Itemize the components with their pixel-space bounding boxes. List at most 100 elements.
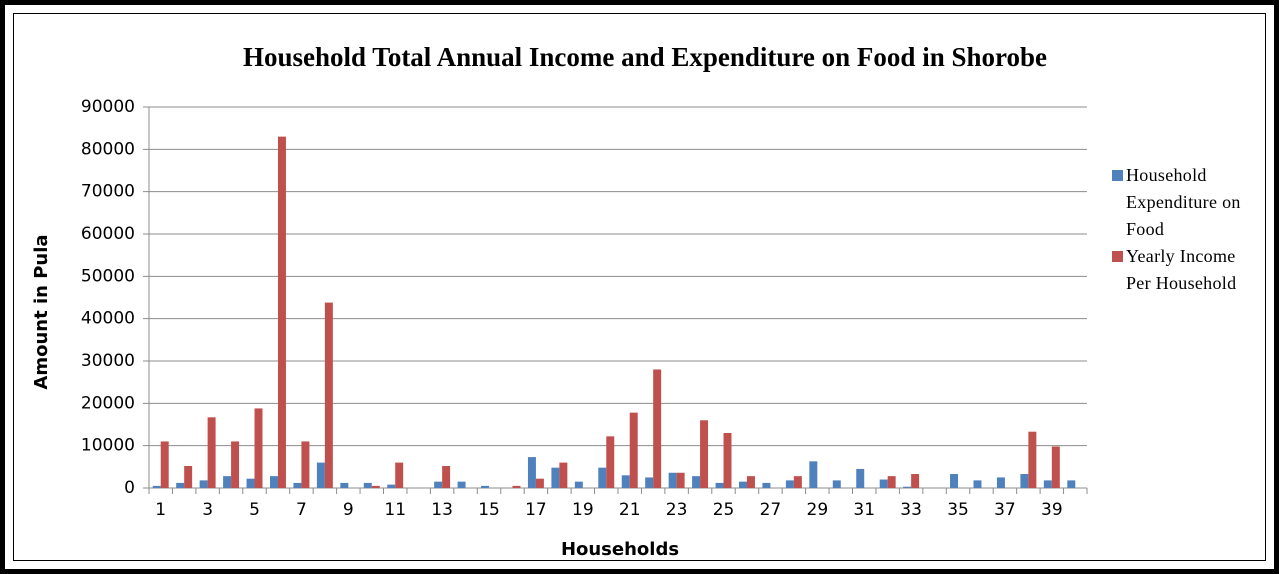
bar xyxy=(340,482,349,488)
x-tick-label: 11 xyxy=(384,500,406,520)
bar xyxy=(996,477,1005,488)
y-axis-title: Amount in Pula xyxy=(31,234,52,389)
bar xyxy=(629,412,638,488)
bar xyxy=(176,482,185,488)
legend-label: Yearly Income Per Household xyxy=(1126,246,1237,293)
x-tick-label: 19 xyxy=(572,500,594,520)
bar xyxy=(231,441,240,488)
chart-frame xyxy=(13,13,1266,561)
x-tick-label: 7 xyxy=(296,500,307,520)
bar xyxy=(1051,446,1060,488)
bar xyxy=(911,474,920,488)
bar xyxy=(254,408,263,488)
bar xyxy=(606,436,615,488)
y-tick-label: 80000 xyxy=(81,139,135,159)
x-tick-label: 3 xyxy=(202,500,213,520)
bar xyxy=(746,476,755,488)
bar xyxy=(363,482,372,488)
x-tick-label: 21 xyxy=(619,500,641,520)
y-tick-label: 90000 xyxy=(81,97,135,117)
bar xyxy=(950,474,959,488)
y-tick-label: 70000 xyxy=(81,182,135,202)
bar xyxy=(324,302,333,488)
bar xyxy=(371,485,380,488)
x-tick-label: 15 xyxy=(478,500,500,520)
bar xyxy=(832,480,841,488)
x-tick-label: 39 xyxy=(1041,500,1063,520)
bar xyxy=(856,468,865,488)
bar xyxy=(1028,431,1037,488)
legend-item: Yearly Income Per Household xyxy=(1126,246,1237,293)
bar xyxy=(535,478,544,488)
bar xyxy=(184,465,193,488)
bar xyxy=(223,476,232,488)
bar xyxy=(152,485,161,488)
x-axis-title: Households xyxy=(561,539,679,560)
legend-label: Household Expenditure on Food xyxy=(1126,165,1241,239)
bar xyxy=(270,476,278,488)
bar xyxy=(676,472,685,488)
bar xyxy=(301,441,310,488)
bar xyxy=(598,467,607,488)
bar xyxy=(246,478,255,488)
bar xyxy=(574,481,583,488)
y-tick-label: 20000 xyxy=(81,393,135,413)
bar xyxy=(739,481,747,488)
bar xyxy=(785,480,794,488)
y-tick-label: 10000 xyxy=(81,436,135,456)
bar xyxy=(551,467,560,488)
bar xyxy=(293,482,302,488)
x-tick-label: 25 xyxy=(713,500,735,520)
bar xyxy=(645,477,654,488)
bar xyxy=(653,369,662,488)
bar xyxy=(277,136,286,488)
bar xyxy=(700,420,709,488)
bar xyxy=(527,457,536,488)
bar xyxy=(559,462,568,488)
x-tick-label: 17 xyxy=(525,500,547,520)
y-tick-label: 40000 xyxy=(81,309,135,329)
x-tick-label: 23 xyxy=(666,500,688,520)
x-tick-label: 27 xyxy=(760,500,782,520)
bar xyxy=(316,462,325,488)
legend-item: Household Expenditure on Food xyxy=(1126,165,1241,239)
bar xyxy=(199,480,208,488)
bar xyxy=(879,479,888,488)
y-tick-label: 30000 xyxy=(81,351,135,371)
x-tick-label: 33 xyxy=(900,500,922,520)
x-tick-label: 37 xyxy=(994,500,1016,520)
x-tick-label: 9 xyxy=(343,500,354,520)
bar xyxy=(1067,480,1076,488)
y-tick-label: 50000 xyxy=(81,266,135,286)
x-tick-label: 35 xyxy=(947,500,969,520)
bar xyxy=(973,480,982,488)
bar xyxy=(887,476,896,488)
bar xyxy=(160,441,169,488)
bar xyxy=(793,476,802,488)
y-tick-label: 0 xyxy=(124,478,135,498)
y-tick-label: 60000 xyxy=(81,224,135,244)
bar xyxy=(692,476,701,488)
bar xyxy=(481,485,490,488)
bar xyxy=(387,484,396,488)
x-tick-label: 5 xyxy=(249,500,260,520)
bar xyxy=(668,472,677,488)
x-tick-label: 31 xyxy=(853,500,875,520)
bar xyxy=(903,486,912,488)
bar xyxy=(442,465,451,488)
bar xyxy=(809,461,818,488)
x-tick-label: 1 xyxy=(155,500,166,520)
bar xyxy=(207,417,216,488)
bar xyxy=(457,481,466,488)
bar xyxy=(395,462,404,488)
bar xyxy=(723,432,732,488)
bar xyxy=(512,485,521,488)
x-tick-label: 13 xyxy=(431,500,453,520)
bar xyxy=(762,482,771,488)
bar xyxy=(715,482,724,488)
bar xyxy=(1043,480,1052,488)
bar xyxy=(621,475,630,488)
x-tick-label: 29 xyxy=(807,500,829,520)
